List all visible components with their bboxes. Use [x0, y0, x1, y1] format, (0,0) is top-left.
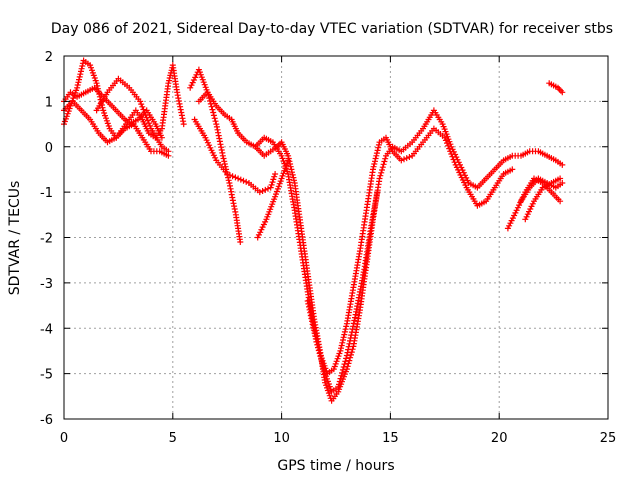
series-arc9 — [304, 189, 381, 395]
x-axis-title: GPS time / hours — [277, 458, 394, 474]
data-points — [61, 57, 566, 404]
point-markers — [187, 66, 244, 245]
y-tick-label: -4 — [40, 322, 53, 337]
axis-ticks — [63, 55, 609, 420]
y-tick-label: -3 — [40, 277, 53, 292]
series-arc14 — [546, 80, 566, 96]
point-markers — [191, 116, 279, 196]
chart-title: Day 086 of 2021, Sidereal Day-to-day VTE… — [51, 21, 613, 37]
x-tick-label: 20 — [491, 431, 508, 446]
grid-lines — [64, 56, 608, 419]
point-markers — [304, 189, 381, 395]
series-arc10 — [254, 157, 292, 241]
y-axis-title: SDTVAR / TECUs — [7, 181, 23, 296]
y-tick-label: -6 — [40, 413, 53, 428]
y-tick-label: 1 — [45, 95, 53, 110]
series-arc5 — [187, 66, 244, 245]
x-tick-label: 10 — [273, 431, 290, 446]
series-arc6 — [191, 116, 279, 196]
series-arc7 — [195, 89, 566, 404]
point-markers — [546, 80, 566, 96]
y-tick-labels: 2 1 0 -1 -2 -3 -4 -5 -6 — [40, 50, 53, 428]
x-tick-label: 15 — [382, 431, 399, 446]
y-tick-label: -1 — [40, 186, 53, 201]
series-arc13 — [522, 175, 564, 223]
y-tick-label: -2 — [40, 232, 53, 247]
y-tick-label: 0 — [45, 141, 53, 156]
y-tick-label: 2 — [45, 50, 53, 65]
x-tick-labels: 0 5 10 15 20 25 — [60, 431, 616, 446]
x-tick-label: 25 — [600, 431, 617, 446]
x-tick-label: 5 — [169, 431, 177, 446]
y-tick-label: -5 — [40, 368, 53, 383]
point-markers — [522, 175, 564, 223]
x-tick-label: 0 — [60, 431, 68, 446]
point-markers — [195, 89, 566, 404]
point-markers — [254, 157, 292, 241]
point-markers — [93, 75, 172, 155]
series-arc4 — [93, 75, 172, 155]
